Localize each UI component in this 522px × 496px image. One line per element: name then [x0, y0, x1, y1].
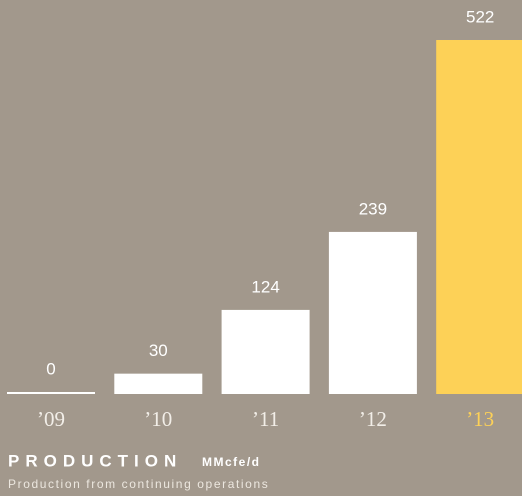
chart-title: PRODUCTION — [8, 451, 182, 470]
bar — [328, 231, 417, 394]
x-tick-label: ’10 — [144, 407, 172, 431]
bar — [114, 373, 203, 394]
value-label: 522 — [466, 7, 494, 26]
value-label: 30 — [149, 341, 168, 360]
unit-label: MMcfe/d — [202, 455, 261, 469]
x-tick-label: ’12 — [359, 407, 387, 431]
bar — [7, 392, 95, 394]
value-label: 0 — [46, 359, 55, 378]
x-tick-label: ’09 — [37, 407, 65, 431]
bar — [221, 309, 310, 394]
value-label: 124 — [251, 277, 279, 296]
x-tick-label: ’13 — [466, 407, 494, 431]
x-tick-label: ’11 — [252, 407, 279, 431]
value-label: 239 — [359, 199, 387, 218]
chart-subtitle: Production from continuing operations — [8, 477, 269, 491]
bar — [436, 40, 522, 394]
